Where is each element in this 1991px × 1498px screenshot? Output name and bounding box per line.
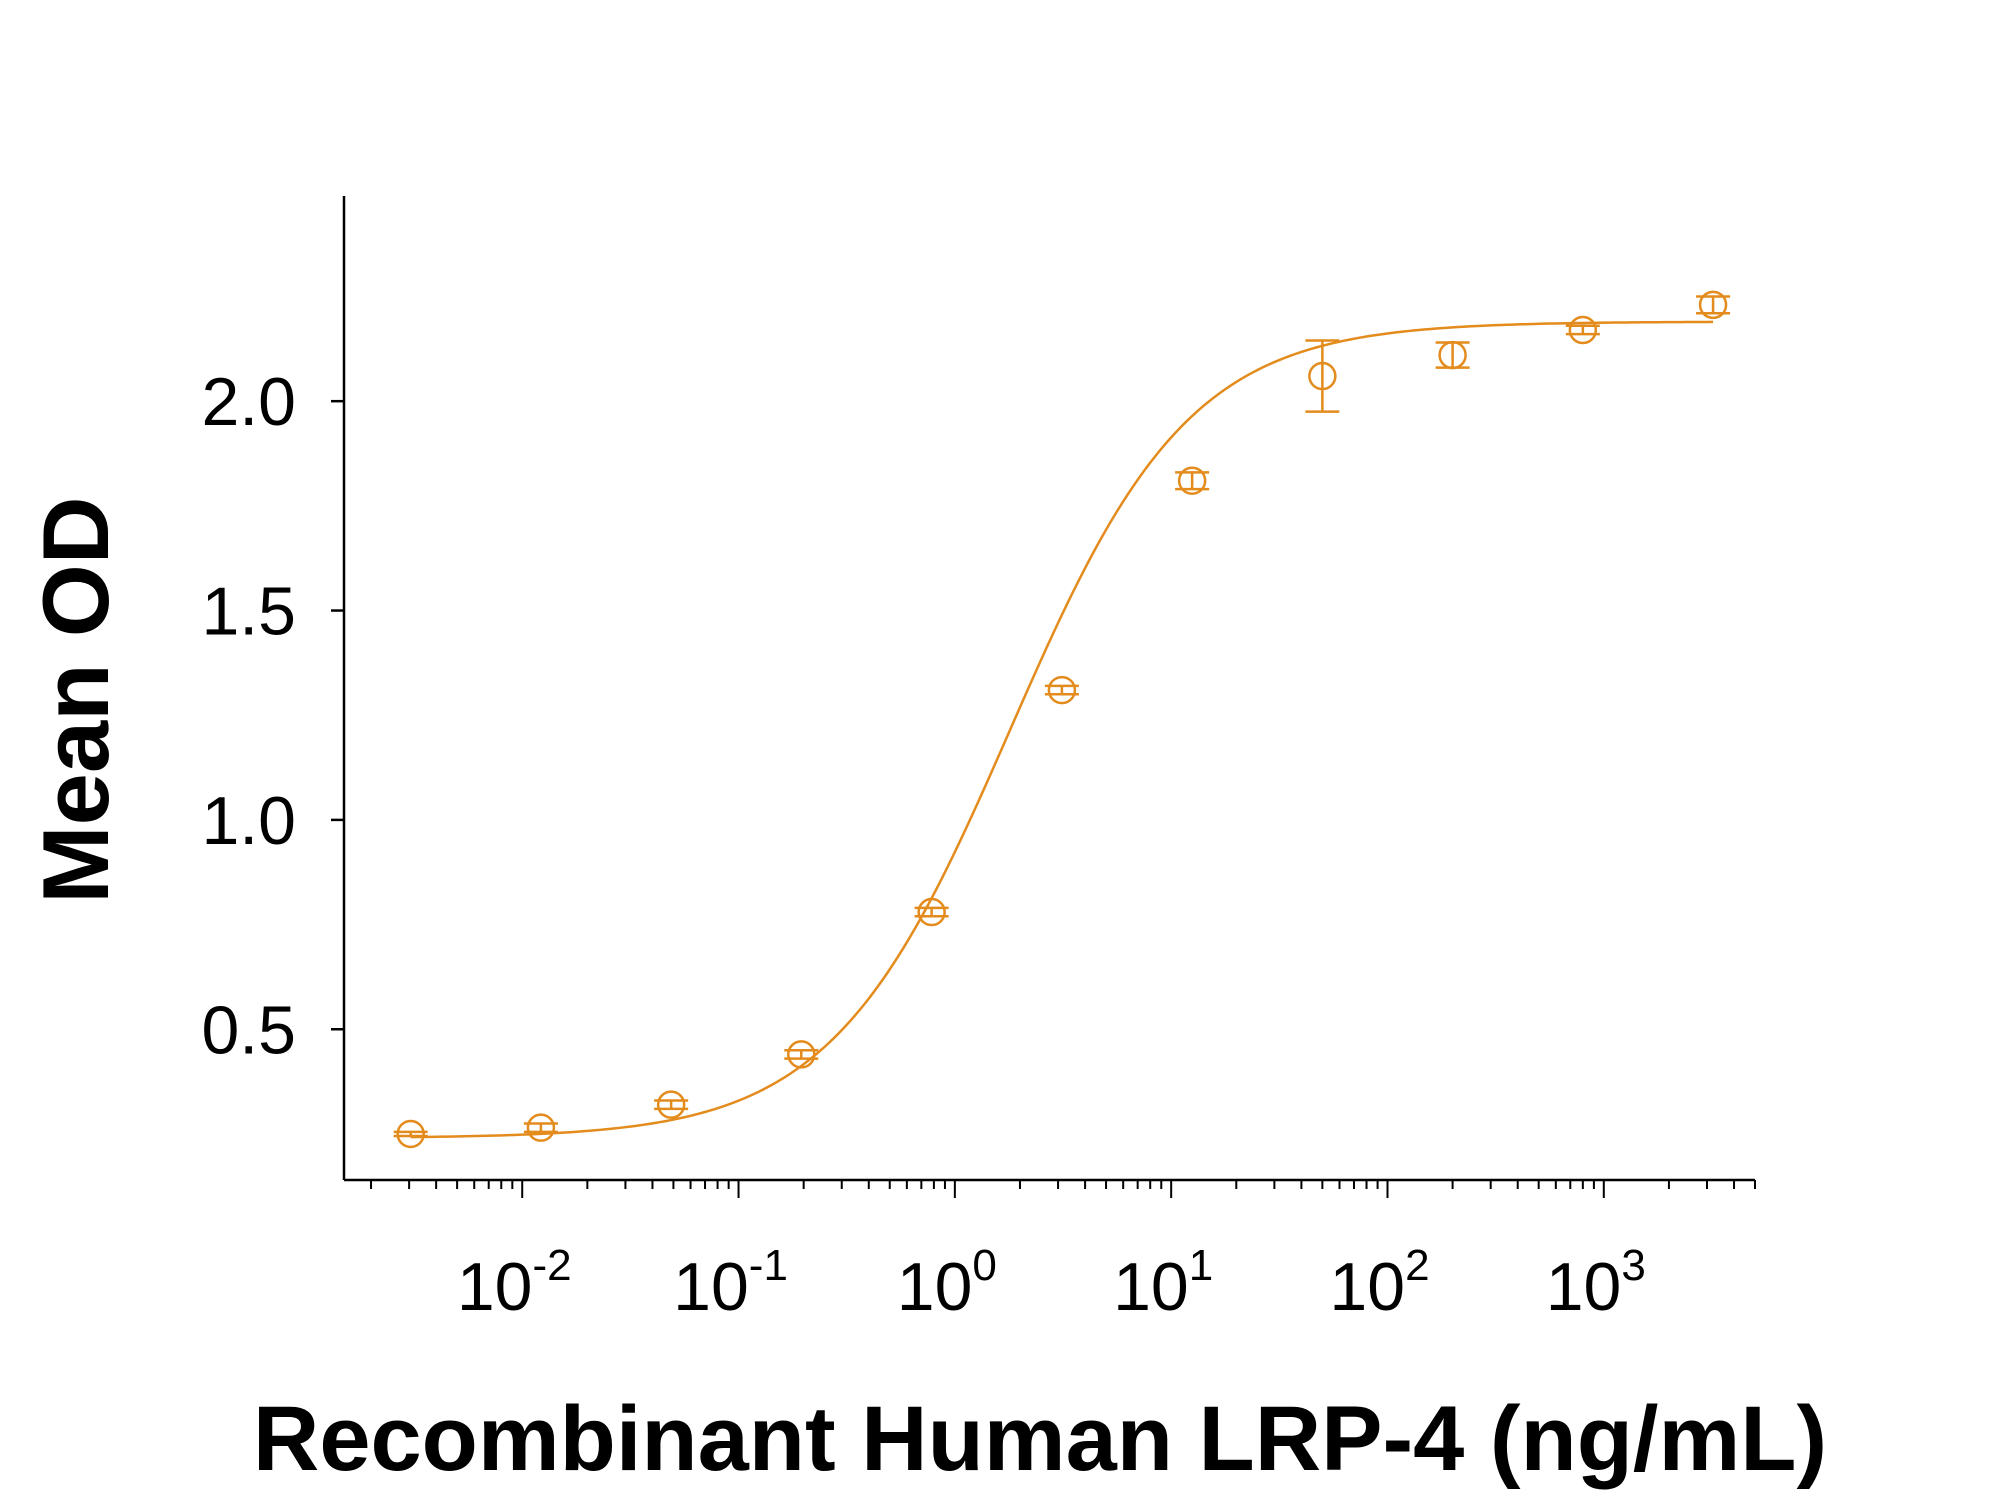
y-tick-label: 1.0 [201,783,296,859]
x-tick-label: 103 [1546,1241,1646,1325]
data-point [393,1119,428,1149]
data-point [523,1113,558,1142]
fit-curve-layer [410,320,1714,1139]
data-point [1435,340,1470,370]
data-points [393,290,1731,1149]
data-point [1175,466,1210,495]
data-point [654,1090,689,1119]
x-tick-label: 10-2 [457,1241,572,1325]
point-marker [787,1040,816,1069]
point-marker [1308,361,1337,391]
x-tick-label: 10-1 [673,1241,788,1325]
axes [342,196,1755,1182]
data-point [914,897,949,927]
point-marker [396,1119,425,1149]
point-marker [1438,340,1467,370]
y-tick-label: 1.5 [201,574,296,650]
point-marker [1568,315,1598,345]
x-tick-label: 101 [1113,1241,1213,1325]
data-point [1565,315,1600,345]
x-axis-title: Recombinant Human LRP-4 (ng/mL) [253,1388,1827,1490]
data-point [1305,339,1340,413]
point-marker [917,897,946,927]
point-marker [656,1090,686,1119]
point-marker [1177,466,1207,495]
x-tick-label: 100 [897,1241,997,1325]
ticks: 0.5 1.0 1.5 2.0 10-2 10-1 100 101 102 103 [201,364,1756,1325]
y-tick-label: 0.5 [201,992,296,1068]
data-point [1696,290,1731,320]
point-marker [526,1113,556,1142]
point-marker [1698,290,1728,320]
x-tick-label: 102 [1329,1241,1429,1325]
y-tick-label: 2.0 [201,364,296,440]
data-point [784,1040,819,1069]
y-axis-title: Mean OD [23,496,128,903]
point-marker [1047,675,1077,705]
data-point [1044,675,1079,705]
fit-curve [410,320,1714,1139]
